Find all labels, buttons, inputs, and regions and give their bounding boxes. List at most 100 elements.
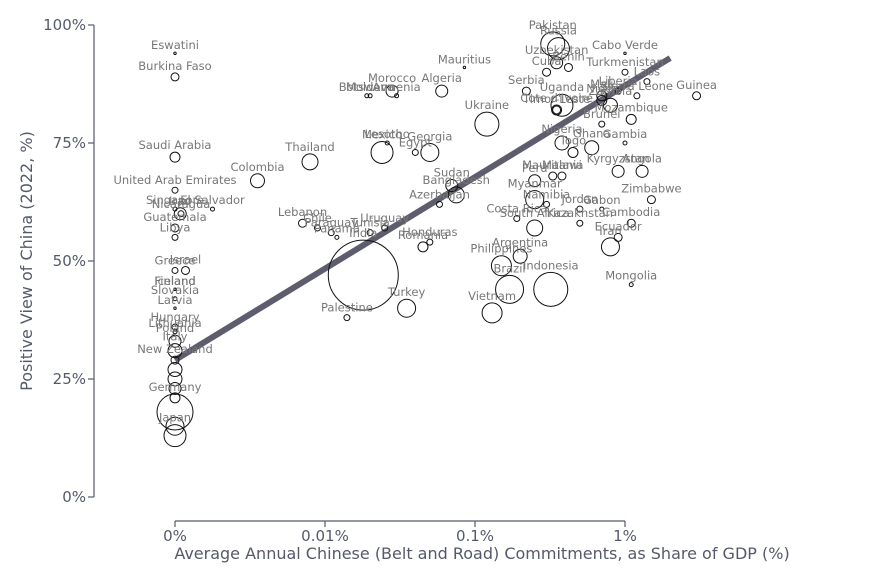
data-label: Jordan xyxy=(561,192,599,206)
data-label: Azerbaijan xyxy=(409,187,470,201)
data-point xyxy=(411,148,419,156)
data-label: Kazakhstan xyxy=(547,206,613,220)
data-label: Zambia xyxy=(589,84,633,98)
data-point xyxy=(171,266,179,274)
data-label: Germany xyxy=(149,380,202,394)
x-axis-title: Average Annual Chinese (Belt and Road) C… xyxy=(174,544,789,563)
data-point xyxy=(513,215,521,223)
x-ticks: 0% 0.01% 0.1% 1% xyxy=(163,521,637,545)
data-label: Argentina xyxy=(492,235,548,249)
data-point xyxy=(181,265,190,275)
data-label: Myanmar xyxy=(508,177,562,191)
data-point xyxy=(512,248,528,264)
data-point xyxy=(343,314,351,322)
y-tick-label: 25% xyxy=(53,370,86,388)
data-point xyxy=(552,105,562,115)
data-point xyxy=(625,113,637,125)
data-point xyxy=(170,355,180,365)
data-point xyxy=(173,306,177,310)
data-label: Cabo Verde xyxy=(592,38,658,52)
data-point xyxy=(490,255,512,277)
data-point xyxy=(550,56,564,70)
data-label: Ghana xyxy=(573,127,611,141)
data-point xyxy=(327,229,335,237)
data-point xyxy=(526,219,544,237)
data-label: Libya xyxy=(160,220,191,234)
data-label: El Salvador xyxy=(180,193,245,207)
x-tick-label: 1% xyxy=(613,527,637,545)
data-label: Guinea xyxy=(676,78,717,92)
y-tick-label: 100% xyxy=(43,16,86,34)
data-label: Russia xyxy=(540,24,577,38)
data-label: Brunei xyxy=(583,107,620,121)
data-label: Mexico xyxy=(362,127,402,141)
data-point xyxy=(167,362,183,378)
data-point xyxy=(394,93,400,99)
y-tick-label: 0% xyxy=(62,488,86,506)
data-point xyxy=(165,416,185,436)
data-point xyxy=(417,241,429,253)
data-point xyxy=(550,93,574,117)
data-point xyxy=(633,92,641,100)
data-point xyxy=(525,190,545,210)
data-point xyxy=(171,186,179,194)
bubbles xyxy=(156,31,702,448)
data-label: South Africa xyxy=(500,206,570,220)
data-label: Brazil xyxy=(494,261,526,275)
data-point xyxy=(173,207,187,221)
data-label: Uzbekistan xyxy=(525,43,589,57)
data-point xyxy=(173,51,177,56)
data-point xyxy=(643,78,651,86)
data-label: Bangladesh xyxy=(423,173,490,187)
data-label: United Arab Emirates xyxy=(113,173,236,187)
data-label: Laos xyxy=(634,65,660,79)
data-label: Tunisia xyxy=(350,216,390,230)
data-label: Lebanon xyxy=(278,205,327,219)
data-label: Honduras xyxy=(402,225,457,239)
data-point xyxy=(540,31,566,57)
data-point xyxy=(366,229,374,237)
data-label: Hungary xyxy=(150,310,199,324)
data-label: Costa Rica xyxy=(486,202,547,216)
data-label: Palestine xyxy=(321,301,373,315)
data-point xyxy=(576,205,584,213)
data-point xyxy=(177,210,185,218)
data-label: Burkina Faso xyxy=(138,59,211,73)
data-point xyxy=(611,164,625,178)
data-label: Greece xyxy=(155,253,196,267)
data-point xyxy=(462,65,467,70)
y-tick-label: 75% xyxy=(53,134,86,152)
data-point xyxy=(445,178,459,192)
data-label: Finland xyxy=(154,274,195,288)
data-point xyxy=(495,274,525,304)
data-point xyxy=(250,173,265,189)
y-tick-label: 50% xyxy=(53,252,86,270)
data-point xyxy=(622,140,628,146)
data-point xyxy=(602,97,618,113)
data-point xyxy=(481,302,503,324)
data-point xyxy=(548,171,558,181)
data-label: Algeria xyxy=(422,71,462,85)
data-point xyxy=(385,84,399,98)
data-label: Botswana xyxy=(339,80,395,94)
data-point xyxy=(172,329,178,335)
data-point xyxy=(598,120,606,128)
data-label: Eswatini xyxy=(151,38,199,52)
data-label: Uruguay xyxy=(360,211,409,225)
data-point xyxy=(156,393,194,431)
data-label: Iraq xyxy=(169,194,191,208)
data-label: Romania xyxy=(398,228,448,242)
data-label: Philippines xyxy=(470,242,532,256)
data-label: Namibia xyxy=(523,187,571,201)
data-point xyxy=(533,271,569,307)
data-point xyxy=(171,233,179,241)
data-point xyxy=(367,93,373,99)
data-point xyxy=(546,37,570,61)
data-point xyxy=(170,223,180,233)
data-point xyxy=(314,224,321,232)
data-label: Turkey xyxy=(387,285,426,299)
data-point xyxy=(635,164,649,178)
data-label: Singapore xyxy=(146,193,204,207)
data-label: India xyxy=(349,226,377,240)
